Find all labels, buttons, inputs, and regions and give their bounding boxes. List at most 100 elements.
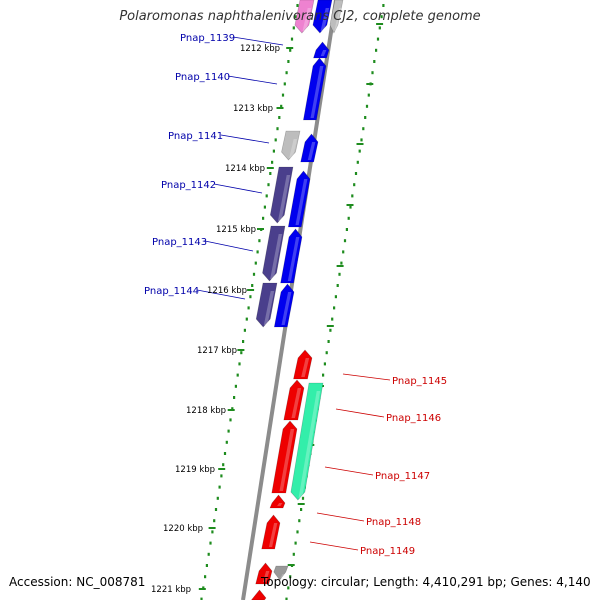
ruler-dot xyxy=(349,205,352,209)
gene-feature xyxy=(250,589,267,601)
ruler-dot xyxy=(287,586,290,590)
gene-label[interactable]: Pnap_1146 xyxy=(386,413,441,424)
ruler-dot xyxy=(285,71,288,75)
ruler-dot xyxy=(202,586,205,590)
ruler-dot xyxy=(289,575,292,579)
ruler-dot xyxy=(272,149,275,153)
ruler-dot xyxy=(220,474,223,478)
ruler-dot xyxy=(238,362,241,366)
gene-feature xyxy=(303,57,327,121)
ruler-dot xyxy=(227,429,230,433)
gene-label[interactable]: Pnap_1149 xyxy=(360,546,415,557)
ruler-dot xyxy=(276,127,279,131)
gene-feature xyxy=(269,494,286,509)
gene-feature xyxy=(313,41,330,59)
ruler-dot xyxy=(333,306,336,310)
label-leader-line xyxy=(309,541,359,551)
kbp-tick-label: 1221 kbp xyxy=(151,585,191,595)
ruler-dot xyxy=(283,82,286,86)
ruler-dot xyxy=(342,250,345,254)
ruler-inner-ticks xyxy=(198,4,299,601)
gene-labels: Pnap_1139 Pnap_1140 Pnap_1141 Pnap_1142 Pnap… xyxy=(144,33,447,557)
ruler-dot xyxy=(292,26,295,30)
ruler-dot xyxy=(243,328,246,332)
ruler-dot xyxy=(296,4,299,7)
ruler-dot xyxy=(375,48,378,52)
ruler-dot xyxy=(262,216,265,220)
ruler-dot xyxy=(265,194,268,198)
ruler-dot xyxy=(240,351,243,355)
ruler-dot xyxy=(247,306,250,310)
ruler-dot xyxy=(322,373,325,377)
ruler-dot xyxy=(274,138,277,142)
ruler-dot xyxy=(204,575,207,579)
ruler-dot xyxy=(231,407,234,411)
ruler-dot xyxy=(367,93,370,97)
ruler-dot xyxy=(205,564,208,567)
ruler-dot xyxy=(245,317,248,321)
ruler-dot xyxy=(254,261,257,265)
ruler-dot xyxy=(214,508,218,511)
ruler-dot xyxy=(233,396,236,399)
label-leader-line xyxy=(324,466,374,476)
ruler-dot xyxy=(298,519,301,523)
ruler-dot xyxy=(290,37,294,41)
gene-feature xyxy=(261,514,281,550)
gene-label[interactable]: Pnap_1144 xyxy=(144,286,199,297)
ruler-dot xyxy=(365,104,369,108)
kbp-tick-label: 1215 kbp xyxy=(216,225,256,235)
ruler-dot xyxy=(289,48,292,52)
ruler-dot xyxy=(223,452,227,455)
gene-label[interactable]: Pnap_1140 xyxy=(175,72,230,83)
gene-label[interactable]: Pnap_1143 xyxy=(152,237,207,248)
kbp-tick-label: 1220 kbp xyxy=(163,524,203,534)
ruler-dot xyxy=(280,104,283,108)
gene-feature xyxy=(312,0,333,34)
ruler-dot xyxy=(267,183,270,187)
gene-label[interactable]: Pnap_1148 xyxy=(366,517,421,528)
gene-label[interactable]: Pnap_1141 xyxy=(168,131,223,142)
gene-feature xyxy=(287,170,311,228)
kbp-tick-label: 1212 kbp xyxy=(240,44,280,54)
label-leader-line xyxy=(213,183,263,194)
gene-feature xyxy=(280,228,303,284)
ruler-dot xyxy=(236,373,239,377)
ruler-dot xyxy=(345,228,348,231)
ruler-dot xyxy=(285,597,288,601)
ruler-dot xyxy=(362,127,365,131)
gene-label[interactable]: Pnap_1145 xyxy=(392,376,447,387)
kbp-tick-label: 1217 kbp xyxy=(197,346,237,356)
gene-label[interactable]: Pnap_1139 xyxy=(180,33,235,44)
ruler-dot xyxy=(211,530,214,534)
gene-label[interactable]: Pnap_1147 xyxy=(375,471,430,482)
ruler-dot xyxy=(373,60,376,63)
ruler-dot xyxy=(229,418,232,422)
topology-text: Topology: circular; Length: 4,410,291 bp… xyxy=(261,575,591,589)
ruler-dot xyxy=(356,160,359,164)
label-leader-line xyxy=(196,289,246,300)
ruler-dot xyxy=(336,284,339,287)
ruler-dot xyxy=(331,317,334,321)
gene-feature xyxy=(283,379,305,421)
ruler-dot xyxy=(334,295,337,299)
kbp-tick-label: 1219 kbp xyxy=(175,465,215,475)
ruler-dot xyxy=(225,440,228,444)
ruler-dot xyxy=(301,496,305,500)
gene-feature xyxy=(255,282,278,328)
gene-feature xyxy=(255,562,273,585)
ruler-dot xyxy=(353,183,356,187)
genome-title: Polaromonas naphthalenivorans CJ2, compl… xyxy=(119,9,481,24)
ruler-dot xyxy=(263,205,266,209)
gene-label[interactable]: Pnap_1142 xyxy=(161,180,216,191)
ruler-dot xyxy=(216,496,219,500)
ruler-dot xyxy=(207,552,210,556)
ruler-dot xyxy=(287,60,290,63)
label-leader-line xyxy=(335,408,385,418)
ruler-dot xyxy=(222,463,225,467)
ruler-dot xyxy=(249,295,252,299)
ruler-dot xyxy=(294,541,297,545)
gene-feature xyxy=(281,130,301,161)
ruler-dot xyxy=(242,340,245,343)
